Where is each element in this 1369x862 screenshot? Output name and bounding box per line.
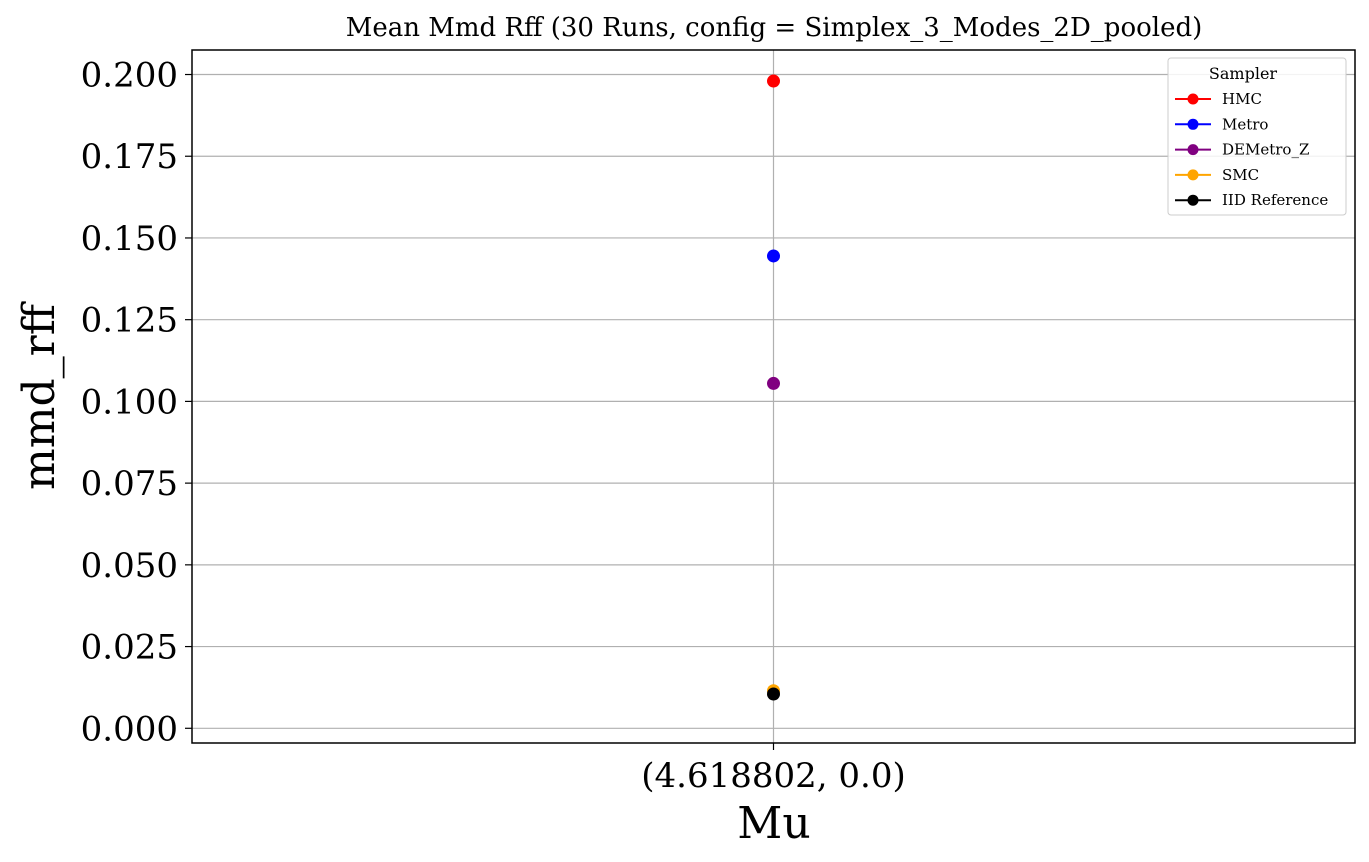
legend-item-iid-reference: IID Reference bbox=[1175, 191, 1328, 209]
y-ticks: 0.000 0.025 0.050 0.075 0.100 0.125 0.150 0.175… bbox=[81, 56, 192, 749]
legend-marker bbox=[1187, 144, 1199, 156]
legend-item-hmc: HMC bbox=[1175, 90, 1262, 108]
chart-title: Mean Mmd Rff (30 Runs, config = Simplex_… bbox=[346, 13, 1203, 43]
legend-box bbox=[1167, 57, 1347, 216]
x-ticks: (4.618802, 0.0) bbox=[641, 743, 906, 796]
data-point-metro bbox=[767, 249, 780, 263]
y-tick-label: 0.050 bbox=[81, 546, 178, 586]
legend: Sampler HMC Metro DEMetro_Z SMC IID Referenc… bbox=[1167, 57, 1347, 216]
y-tick-label: 0.150 bbox=[81, 219, 178, 259]
data-points bbox=[767, 74, 780, 701]
y-tick-label: 0.100 bbox=[81, 382, 178, 422]
legend-marker bbox=[1187, 169, 1199, 181]
legend-label: IID Reference bbox=[1222, 191, 1328, 209]
y-tick-label: 0.200 bbox=[81, 56, 178, 96]
data-point-demetro-z bbox=[767, 376, 780, 390]
y-tick-label: 0.000 bbox=[81, 709, 178, 749]
legend-marker bbox=[1187, 194, 1199, 206]
legend-item-smc: SMC bbox=[1175, 166, 1259, 184]
y-tick-label: 0.075 bbox=[81, 464, 178, 504]
legend-marker bbox=[1187, 93, 1199, 105]
y-tick-label: 0.025 bbox=[81, 628, 178, 668]
y-tick-label: 0.175 bbox=[81, 137, 178, 177]
legend-item-metro: Metro bbox=[1175, 115, 1268, 133]
x-axis-label: Mu bbox=[737, 798, 810, 849]
legend-item-demetro-z: DEMetro_Z bbox=[1175, 141, 1309, 159]
y-axis-label: mmd_rff bbox=[14, 301, 65, 490]
x-tick-label: (4.618802, 0.0) bbox=[641, 756, 905, 796]
data-point-iid-reference bbox=[767, 687, 780, 701]
legend-label: SMC bbox=[1222, 166, 1259, 184]
legend-label: HMC bbox=[1222, 90, 1262, 108]
legend-label: DEMetro_Z bbox=[1222, 141, 1309, 159]
data-point-hmc bbox=[767, 74, 780, 88]
legend-marker bbox=[1187, 118, 1199, 130]
grid bbox=[192, 50, 1355, 743]
legend-items: HMC Metro DEMetro_Z SMC IID Reference bbox=[1175, 90, 1328, 209]
legend-label: Metro bbox=[1222, 115, 1268, 133]
y-tick-label: 0.125 bbox=[81, 301, 178, 341]
legend-title: Sampler bbox=[1209, 64, 1278, 83]
